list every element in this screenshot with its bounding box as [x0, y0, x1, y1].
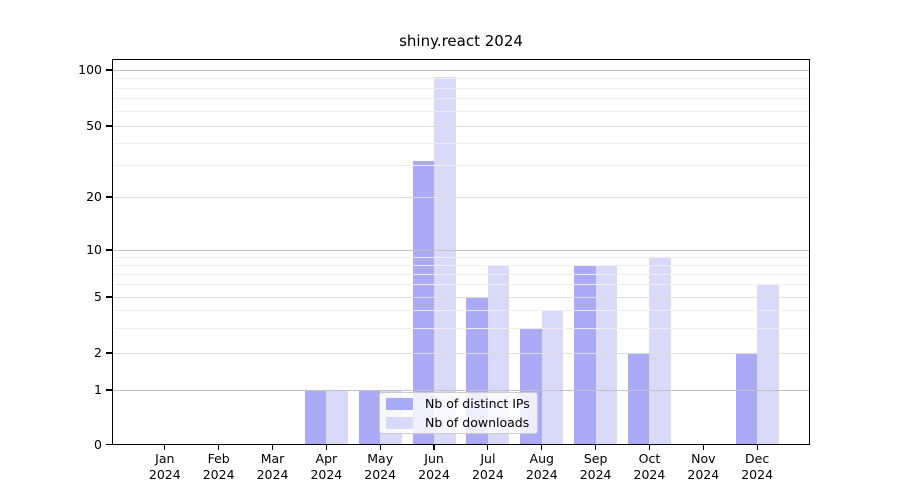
x-tick-label-year: 2024 [525, 466, 558, 482]
legend-swatch-downloads-icon [386, 416, 413, 429]
x-tick-label-year: 2024 [202, 466, 235, 482]
x-tick-label-may: May 2024 [348, 451, 412, 482]
y-tick-label-2: 2 [94, 345, 102, 360]
x-tick-label-jan: Jan 2024 [133, 451, 197, 482]
y-tick-label-0: 0 [94, 436, 102, 452]
chart-title: shiny.react 2024 [399, 32, 523, 50]
x-tick-label-year: 2024 [364, 466, 397, 482]
x-tick-label-year: 2024 [471, 466, 504, 482]
x-tick-label-month: Nov [691, 451, 716, 466]
x-tick-label-year: 2024 [579, 466, 612, 482]
x-tick-label-year: 2024 [148, 466, 181, 482]
x-tick-label-year: 2024 [310, 466, 343, 482]
x-tick-label-month: Mar [260, 451, 285, 466]
x-tick-label-apr: Apr 2024 [294, 451, 358, 482]
x-tick-label-month: Feb [207, 451, 230, 466]
x-tick-label-month: Sep [583, 451, 608, 466]
x-tick-label-feb: Feb 2024 [187, 451, 251, 482]
x-tick-label-year: 2024 [741, 466, 774, 482]
x-tick-label-month: Jan [155, 451, 175, 466]
legend-entry-distinct-ips: Nb of distinct IPs [386, 396, 537, 411]
plot-frame [112, 59, 810, 445]
legend-label-downloads: Nb of downloads [425, 415, 530, 430]
legend-entry-downloads: Nb of downloads [386, 415, 537, 430]
x-tick-label-jul: Jul 2024 [456, 451, 520, 482]
x-tick-label-month: Aug [529, 451, 554, 466]
x-tick-label-year: 2024 [687, 466, 720, 482]
x-tick-label-nov: Nov 2024 [671, 451, 735, 482]
x-tick-label-dec: Dec 2024 [725, 451, 789, 482]
x-tick-label-aug: Aug 2024 [510, 451, 574, 482]
x-tick-label-jun: Jun 2024 [402, 451, 466, 482]
x-tick-label-oct: Oct 2024 [617, 451, 681, 482]
y-tick-label-20: 20 [86, 189, 102, 204]
x-tick-label-year: 2024 [633, 466, 666, 482]
y-tick-label-1: 1 [94, 382, 102, 397]
legend-swatch-distinct-ips-icon [386, 397, 413, 410]
x-tick-label-month: Oct [638, 451, 661, 466]
x-tick-label-mar: Mar 2024 [241, 451, 305, 482]
x-tick-label-month: Jul [480, 451, 496, 466]
y-tick-label-100: 100 [78, 62, 102, 77]
x-tick-label-month: May [367, 451, 394, 466]
x-tick-label-month: Apr [315, 451, 338, 466]
legend-label-distinct-ips: Nb of distinct IPs [425, 396, 530, 411]
y-tick-label-10: 10 [86, 242, 102, 257]
x-tick-label-sep: Sep 2024 [564, 451, 628, 482]
y-tick-label-5: 5 [94, 289, 102, 304]
x-tick-label-month: Dec [745, 451, 770, 466]
legend: Nb of distinct IPs Nb of downloads [379, 392, 538, 434]
x-tick-label-year: 2024 [256, 466, 289, 482]
x-tick-label-month: Jun [424, 451, 444, 466]
x-tick-label-year: 2024 [418, 466, 450, 482]
y-tick-label-50: 50 [86, 118, 102, 133]
